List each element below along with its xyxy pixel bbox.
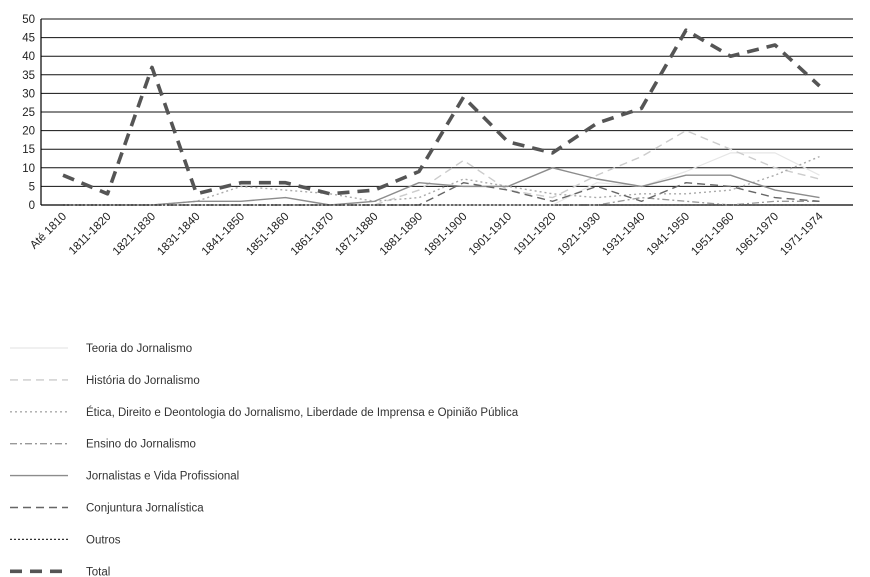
x-axis-ticks: Até 18101811-18201821-18301831-18401841-… [28,210,826,258]
x-tick-label: 1931-1940 [600,211,647,258]
y-tick-label: 50 [22,14,35,26]
x-tick-label: 1831-1840 [155,211,202,258]
series-line-2 [63,155,820,206]
x-tick-label: 1851-1860 [244,211,291,258]
y-tick-label: 5 [29,181,35,193]
series-line-1 [63,129,820,206]
series-line-5 [63,181,820,206]
legend-label: Ética, Direito e Deontologia do Jornalis… [86,406,519,419]
x-tick-label: 1961-1970 [734,211,781,258]
legend-label: Ensino do Jornalismo [86,439,196,451]
legend-label: Total [86,566,110,577]
y-tick-label: 15 [22,144,35,156]
x-tick-label: 1891-1900 [422,211,469,258]
legend-label: Conjuntura Jornalística [86,503,204,515]
x-tick-label: 1911-1920 [512,211,559,258]
legend-label: Jornalistas e Vida Profissional [86,471,239,483]
legend-label: Teoria do Jornalismo [86,343,192,355]
y-tick-label: 35 [22,70,35,82]
legend-label: Outros [86,534,121,546]
y-tick-label: 40 [22,51,35,63]
x-tick-label: 1971-1974 [778,210,826,258]
x-tick-label: 1941-1950 [645,211,692,258]
y-tick-label: 45 [22,33,35,45]
y-tick-label: 10 [22,163,35,175]
y-tick-label: 30 [22,88,35,100]
x-tick-label: 1861-1870 [289,211,336,258]
x-tick-label: 1881-1890 [378,211,425,258]
y-tick-label: 20 [22,126,35,138]
series-line-7 [62,28,821,196]
x-tick-label: 1921-1930 [556,211,603,258]
x-tick-label: 1901-1910 [467,211,514,258]
x-tick-label: 1841-1850 [200,211,247,258]
series-lines [62,28,821,206]
series-line-4 [63,167,820,206]
y-tick-label: 0 [29,200,35,212]
series-line-3 [63,196,820,206]
y-tick-label: 25 [22,107,35,119]
x-tick-label: 1821-1830 [111,211,158,258]
x-tick-label: 1811-1820 [67,211,114,258]
x-tick-label: Até 1810 [28,211,69,252]
legend: Teoria do Jornalismo História do Jornalis… [10,343,519,577]
legend-label: História do Jornalismo [86,375,200,387]
x-tick-label: 1951-1960 [689,211,736,258]
x-tick-label: 1871-1880 [333,211,380,258]
y-axis-ticks: 0 5 10 15 20 25 30 35 40 45 50 [22,14,35,212]
series-line-0 [63,152,820,206]
grid-lines [40,18,853,206]
